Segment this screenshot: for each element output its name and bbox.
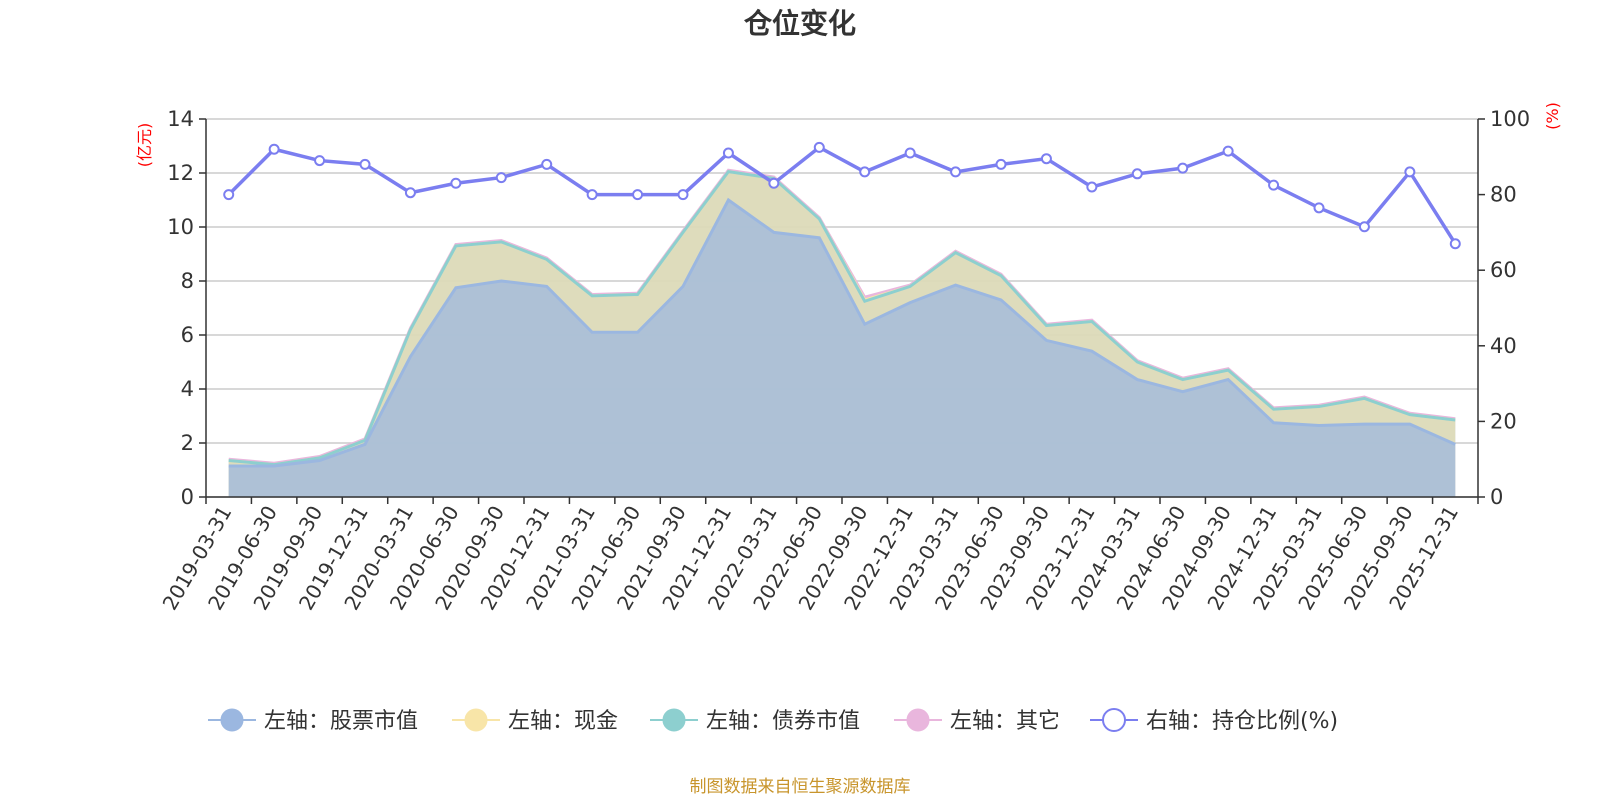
ratio-point	[1177, 162, 1189, 174]
area-series	[228, 168, 1456, 498]
ratio-point	[314, 155, 326, 167]
legend-item: 左轴：股票市值	[208, 708, 418, 734]
ratio-point	[268, 143, 280, 155]
ratio-point	[995, 158, 1007, 170]
left-tick-label: 0	[181, 485, 194, 509]
left-tick-label: 10	[167, 215, 194, 239]
left-tick-label: 2	[181, 431, 194, 455]
ratio-point	[813, 141, 825, 153]
left-tick-label: 6	[181, 323, 194, 347]
right-axis-unit: (%)	[1543, 102, 1562, 130]
legend-item: 左轴：其它	[894, 708, 1060, 734]
legend-label: 左轴：现金	[508, 709, 618, 734]
left-tick-label: 4	[181, 377, 194, 401]
ratio-point	[1313, 202, 1325, 214]
right-tick-label: 100	[1490, 107, 1530, 131]
legend-marker	[464, 708, 488, 732]
ratio-series	[223, 141, 1461, 250]
legend-marker	[220, 708, 244, 732]
ratio-point	[1131, 168, 1143, 180]
ratio-point	[404, 187, 416, 199]
ratio-point	[950, 166, 962, 178]
ratio-point	[1040, 153, 1052, 165]
ratio-point	[1404, 166, 1416, 178]
right-tick-label: 0	[1490, 485, 1503, 509]
line-左轴：债券市值	[228, 170, 1456, 467]
source-note: 制图数据来自恒生聚源数据库	[690, 777, 911, 797]
legend-item: 右轴：持仓比例(%)	[1090, 708, 1338, 734]
chart-title: 仓位变化	[744, 7, 856, 40]
left-axis-unit: (亿元)	[135, 123, 154, 168]
ratio-point	[1449, 238, 1461, 250]
line-左轴：股票市值	[228, 197, 1456, 468]
left-tick-label: 12	[167, 161, 194, 185]
ratio-point	[495, 172, 507, 184]
ratio-point	[859, 166, 871, 178]
legend-item: 左轴：现金	[452, 708, 618, 734]
legend: 左轴：股票市值 左轴：现金 左轴：债券市值 左轴：其它 右轴：持仓比例(%)	[208, 708, 1338, 734]
ratio-point	[450, 177, 462, 189]
legend-marker	[906, 708, 930, 732]
left-tick-label: 14	[167, 107, 194, 131]
ratio-point	[1222, 145, 1234, 157]
ratio-point	[768, 177, 780, 189]
axes: 0 2 4 6 8 10 12 14 0 20 40 60 80 100	[167, 107, 1530, 509]
ratio-point	[359, 158, 371, 170]
ratio-point	[541, 158, 553, 170]
legend-label: 左轴：股票市值	[264, 709, 418, 734]
area-stock	[228, 200, 1456, 497]
right-tick-label: 60	[1490, 258, 1517, 282]
legend-label: 右轴：持仓比例(%)	[1146, 709, 1338, 734]
ratio-point	[904, 147, 916, 159]
legend-label: 左轴：债券市值	[706, 709, 860, 734]
ratio-point	[632, 189, 644, 201]
legend-item: 左轴：债券市值	[650, 708, 860, 734]
ratio-point	[1358, 221, 1370, 233]
right-tick-label: 40	[1490, 334, 1517, 358]
left-tick-label: 8	[181, 269, 194, 293]
right-tick-label: 80	[1490, 183, 1517, 207]
ratio-point	[1268, 179, 1280, 191]
ratio-point	[1086, 181, 1098, 193]
ratio-line	[227, 145, 1457, 245]
ratio-point	[586, 189, 598, 201]
legend-label: 左轴：其它	[950, 709, 1060, 734]
ratio-point	[677, 189, 689, 201]
ratio-point	[722, 147, 734, 159]
legend-marker	[1102, 708, 1126, 732]
right-tick-label: 20	[1490, 409, 1517, 433]
ratio-point	[223, 189, 235, 201]
legend-marker	[662, 708, 686, 732]
x-axis-labels: 2019-03-312019-06-302019-09-302019-12-31…	[158, 501, 1463, 614]
